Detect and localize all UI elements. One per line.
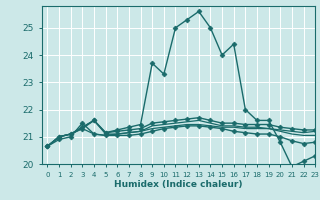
X-axis label: Humidex (Indice chaleur): Humidex (Indice chaleur) <box>114 180 243 189</box>
